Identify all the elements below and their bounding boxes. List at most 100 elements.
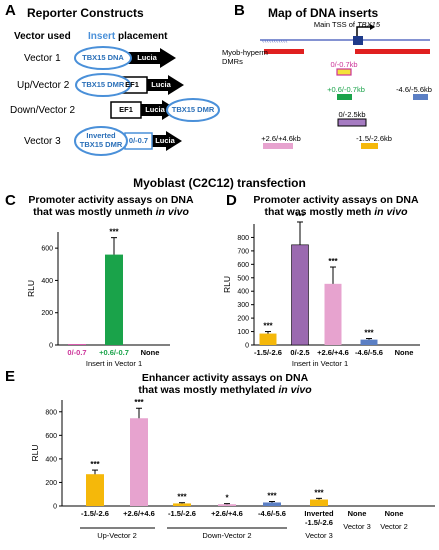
e-ytick-label-2: 400 [45, 456, 57, 463]
panel-label-a: A [5, 2, 16, 19]
c-xlabel-2: None [141, 348, 160, 357]
c-xgroup-label: Insert in Vector 1 [86, 359, 142, 368]
c-ytick-label-3: 600 [41, 246, 53, 253]
panel-c-title-prefix: that was mostly unmeth [33, 206, 156, 218]
d-ytick-label-0: 0 [245, 343, 249, 350]
vector-label-2: Up/Vector 2 [17, 80, 70, 91]
small-insert-text-4: 0/-0.7 [128, 136, 149, 145]
lucia-text-4: Lucia [155, 136, 175, 145]
e-xlabel-0: -1.5/-2.6 [81, 509, 109, 518]
e-group-label-0: Up-Vector 2 [97, 531, 137, 540]
insert-text-4a: Inverted [86, 131, 116, 140]
tss-arrow-head [370, 24, 375, 30]
dmr-label-2: DMRs [222, 57, 243, 66]
d-ytick-label-5: 500 [237, 275, 249, 282]
e-xlabel-6: None [348, 509, 367, 518]
lucia-text-2: Lucia [151, 80, 171, 89]
segment-label-2: -4.6/-5.6kb [396, 85, 432, 94]
tss-prefix: Main TSS of [313, 20, 358, 29]
d-sig-0: *** [263, 322, 273, 331]
segment-0.6-0.7kb [337, 94, 352, 100]
d-bar-0 [259, 333, 277, 345]
e-bar-4 [263, 502, 281, 506]
d-ytick-label-4: 400 [237, 289, 249, 296]
panel-e-title-italic: in vivo [278, 384, 312, 396]
panel-d-title-2: that was mostly meth in vivo [236, 206, 436, 218]
tss-label: Main TSS of TBX15 [314, 20, 380, 29]
vector-label-4: Vector 3 [24, 136, 61, 147]
panel-label-e: E [5, 368, 16, 385]
d-ytick-label-2: 200 [237, 316, 249, 323]
ef1-text-3: EF1 [119, 105, 133, 114]
vector-used-header: Vector used [14, 31, 71, 42]
panel-e-title-2: that was mostly methylated in vivo [60, 384, 390, 396]
e-sig-0: *** [90, 460, 100, 469]
e-group-label-2: Vector 3 [305, 531, 333, 540]
insert-oval-4 [74, 126, 128, 156]
d-ytick-label-3: 300 [237, 302, 249, 309]
d-xgroup-label: Insert in Vector 1 [292, 359, 348, 368]
construct-row-4 [74, 126, 182, 156]
construct-row-3 [110, 98, 220, 122]
d-sig-3: *** [364, 329, 374, 338]
construct-row-1 [74, 46, 176, 70]
panel-d-title-1: Promoter activity assays on DNA [253, 194, 419, 206]
segment-2.6-4.6kb [263, 143, 293, 149]
e-ytick-label-1: 200 [45, 480, 57, 487]
panel-e-title-1: Enhancer activity assays on DNA [141, 372, 309, 384]
dmr-label-1: Myob-hyperm [222, 48, 268, 57]
panel-e-title-prefix: that was mostly methylated [138, 384, 279, 396]
e-xlabel-5-0: Inverted [304, 509, 334, 518]
panel-d-title-italic: in vivo [374, 206, 408, 218]
c-sig-1: *** [109, 228, 119, 237]
c-ytick-label-1: 200 [41, 310, 53, 317]
insert-placement-header: Insert placement [88, 31, 167, 42]
d-sig-1: *** [295, 212, 305, 221]
c-xlabel-1: +0.6/-0.7 [99, 348, 129, 357]
dmr-bar-left [264, 49, 304, 54]
panel-label-d: D [226, 192, 237, 209]
panel-a-title: Reporter Constructs [27, 6, 144, 20]
insert-oval-3 [166, 98, 220, 122]
e-xlabel-2: -1.5/-2.6 [168, 509, 196, 518]
e-bar-5 [310, 499, 328, 506]
insert-word: Insert [88, 31, 116, 42]
panel-d-title-prefix: that was mostly meth [264, 206, 375, 218]
d-ytick-label-1: 100 [237, 329, 249, 336]
d-xlabel-3: -4.6/-5.6 [355, 348, 383, 357]
e-bar-0 [86, 474, 104, 506]
segment-0-0.7kb [336, 68, 352, 76]
d-xlabel-2: +2.6/+4.6 [317, 348, 349, 357]
panel-c-title-italic: in vivo [155, 206, 189, 218]
e-ytick-label-0: 0 [53, 504, 57, 511]
tss-gene: TBX15 [357, 20, 380, 29]
panel-label-b: B [234, 2, 245, 19]
segment-1.5-2.6kb [361, 143, 378, 149]
e-sig-4: *** [267, 492, 277, 501]
insert-oval-1 [74, 46, 132, 70]
segment-label-4: +2.6/+4.6kb [261, 134, 301, 143]
e-xlabel-4: -4.6/-5.6 [258, 509, 286, 518]
dmr-bar-right [355, 49, 430, 54]
placement-word: placement [115, 31, 168, 42]
e-group-label-3: Vector 3 [343, 522, 371, 531]
e-xlabel-5-1: -1.5/-2.6 [305, 518, 333, 527]
segment-4.6-5.6kb [413, 94, 428, 100]
vector-label-3: Down/Vector 2 [10, 105, 76, 116]
e-xlabel-1: +2.6/+4.6 [123, 509, 155, 518]
d-ylabel: RLU [222, 276, 232, 293]
c-bar-1 [105, 254, 123, 345]
tss-arrow [356, 26, 370, 36]
segment-label-5: -1.5/-2.6kb [356, 134, 392, 143]
e-sig-1: *** [134, 398, 144, 407]
d-xlabel-0: -1.5/-2.6 [254, 348, 282, 357]
e-sig-5: *** [314, 488, 324, 497]
e-bar-1 [130, 418, 148, 506]
panel-c-title-1: Promoter activity assays on DNA [28, 194, 194, 206]
exon-box [353, 36, 363, 45]
e-bar-2 [173, 503, 191, 506]
construct-row-2 [75, 73, 184, 97]
